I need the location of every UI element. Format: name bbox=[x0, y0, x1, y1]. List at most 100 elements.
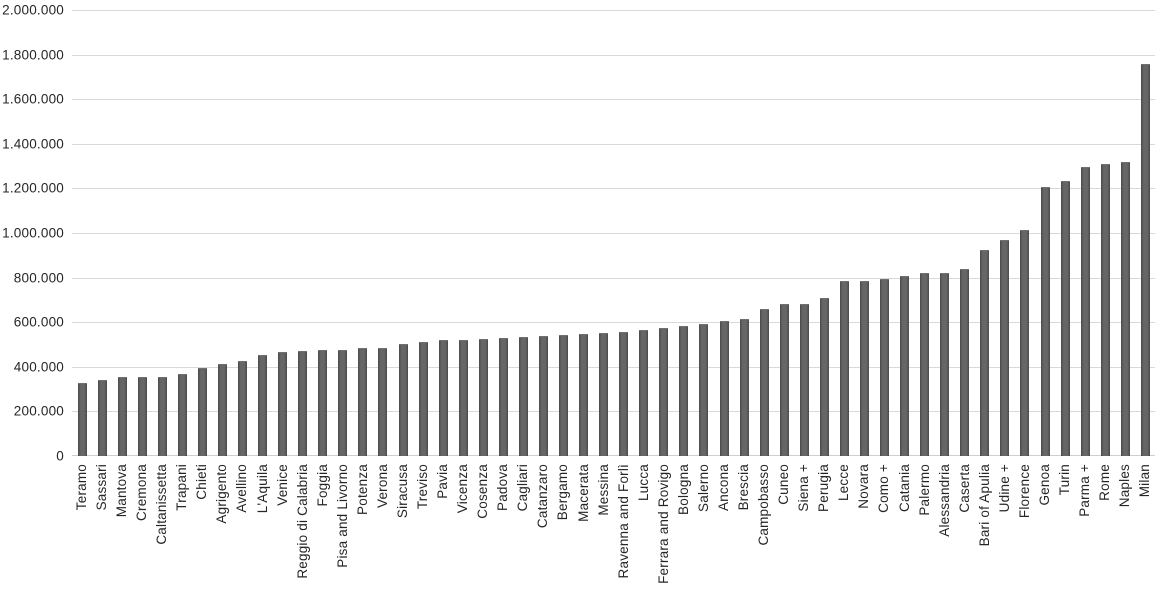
bars-row bbox=[72, 10, 1155, 456]
x-tick-cell: Ravenna and Forlì bbox=[614, 464, 634, 594]
bar bbox=[258, 355, 268, 456]
bar-cell bbox=[152, 10, 172, 456]
x-tick-label: Venice bbox=[274, 464, 290, 506]
bar-cell bbox=[574, 10, 594, 456]
bar bbox=[940, 272, 950, 456]
bar bbox=[1080, 167, 1090, 456]
x-tick-cell: Potenza bbox=[353, 464, 373, 594]
x-tick-cell: Perugia bbox=[814, 464, 834, 594]
y-tick-label: 400.000 bbox=[13, 359, 64, 375]
bar bbox=[318, 350, 328, 456]
x-tick-label: Sassari bbox=[94, 464, 109, 511]
bar bbox=[980, 250, 990, 456]
x-tick-label: Milan bbox=[1137, 464, 1153, 498]
y-tick-label: 1.600.000 bbox=[2, 91, 64, 107]
x-tick-label: Caltanissetta bbox=[154, 464, 170, 545]
x-tick-label: Genoa bbox=[1036, 464, 1052, 506]
x-tick-cell: Venice bbox=[273, 464, 293, 594]
x-tick-cell: Naples bbox=[1115, 464, 1135, 594]
x-tick-cell: L'Aquila bbox=[253, 464, 273, 594]
x-tick-label: Naples bbox=[1117, 464, 1133, 508]
bar-cell bbox=[875, 10, 895, 456]
bar bbox=[458, 339, 468, 456]
x-tick-label: Udine + bbox=[996, 464, 1012, 513]
bar bbox=[839, 281, 849, 456]
x-tick-label: Brescia bbox=[736, 464, 751, 511]
y-axis: 0 200.000 400.000 600.000 800.000 1.000.000 1.… bbox=[0, 3, 64, 464]
x-tick-label: Lecce bbox=[836, 464, 852, 502]
bar bbox=[97, 379, 107, 456]
bar-cell bbox=[212, 10, 232, 456]
x-tick-cell: Salerno bbox=[694, 464, 714, 594]
x-tick-cell: Genoa bbox=[1035, 464, 1055, 594]
x-tick-cell: Verona bbox=[373, 464, 393, 594]
bar bbox=[960, 269, 970, 456]
bar bbox=[1040, 186, 1050, 456]
x-tick-label: Pisa and Livorno bbox=[334, 464, 350, 568]
gridline bbox=[72, 277, 1155, 279]
bar-cell bbox=[1035, 10, 1055, 456]
bar-cell bbox=[955, 10, 975, 456]
x-tick-label: Alessandria bbox=[936, 464, 952, 537]
x-tick-label: Cuneo bbox=[776, 464, 792, 505]
bar-cell bbox=[533, 10, 553, 456]
x-tick-label: Parma + bbox=[1077, 464, 1093, 517]
bar-cell bbox=[714, 10, 734, 456]
bar-cell bbox=[513, 10, 533, 456]
x-tick-cell: Milan bbox=[1135, 464, 1155, 594]
x-tick-cell: Pisa and Livorno bbox=[333, 464, 353, 594]
x-tick-cell: Ancona bbox=[714, 464, 734, 594]
y-tick-label: 1.000.000 bbox=[2, 225, 64, 241]
x-tick-cell: Cosenza bbox=[473, 464, 493, 594]
x-tick-label: Messina bbox=[595, 464, 611, 516]
bar-cell bbox=[433, 10, 453, 456]
bar bbox=[157, 377, 167, 456]
x-tick-cell: Cuneo bbox=[774, 464, 794, 594]
bar bbox=[779, 304, 789, 456]
bar-cell bbox=[975, 10, 995, 456]
x-tick-label: Treviso bbox=[415, 464, 430, 510]
bar bbox=[197, 368, 207, 456]
bar-cell bbox=[393, 10, 413, 456]
x-tick-cell: Padova bbox=[493, 464, 513, 594]
x-tick-cell: Catania bbox=[895, 464, 915, 594]
y-tick-label: 1.800.000 bbox=[2, 47, 64, 63]
gridline bbox=[72, 188, 1155, 190]
x-tick-label: Catania bbox=[896, 464, 912, 512]
x-tick-label: Chieti bbox=[194, 464, 210, 500]
x-tick-label: Catanzaro bbox=[535, 464, 551, 529]
bar-cell bbox=[774, 10, 794, 456]
x-tick-label: Rome bbox=[1097, 464, 1113, 501]
x-tick-cell: Foggia bbox=[313, 464, 333, 594]
x-tick-cell: Lecce bbox=[834, 464, 854, 594]
bar-cell bbox=[192, 10, 212, 456]
x-tick-cell: Florence bbox=[1015, 464, 1035, 594]
x-tick-label: Padova bbox=[495, 464, 511, 511]
x-tick-cell: Reggio di Calabria bbox=[293, 464, 313, 594]
bar bbox=[518, 336, 528, 456]
x-tick-label: Salerno bbox=[695, 464, 711, 512]
x-tick-cell: Udine + bbox=[995, 464, 1015, 594]
x-tick-cell: Siena + bbox=[794, 464, 814, 594]
x-tick-cell: Teramo bbox=[72, 464, 92, 594]
bar bbox=[880, 279, 890, 456]
bar-cell bbox=[313, 10, 333, 456]
x-tick-label: Perugia bbox=[816, 464, 832, 512]
x-tick-label: Siena + bbox=[796, 464, 812, 512]
bar-cell bbox=[614, 10, 634, 456]
y-tick-label: 0 bbox=[56, 448, 64, 464]
bar bbox=[900, 275, 910, 456]
y-tick-label: 800.000 bbox=[13, 270, 64, 286]
x-tick-label: Mantova bbox=[114, 464, 130, 518]
x-tick-cell: Caltanissetta bbox=[152, 464, 172, 594]
x-tick-cell: Caserta bbox=[955, 464, 975, 594]
x-tick-label: Novara bbox=[856, 464, 872, 509]
bar bbox=[859, 280, 869, 456]
x-tick-label: Como + bbox=[876, 464, 892, 513]
bar bbox=[819, 297, 829, 456]
x-tick-cell: Macerata bbox=[574, 464, 594, 594]
x-tick-cell: Parma + bbox=[1075, 464, 1095, 594]
bar-cell bbox=[92, 10, 112, 456]
x-tick-label: Foggia bbox=[314, 464, 330, 507]
gridline bbox=[72, 411, 1155, 413]
